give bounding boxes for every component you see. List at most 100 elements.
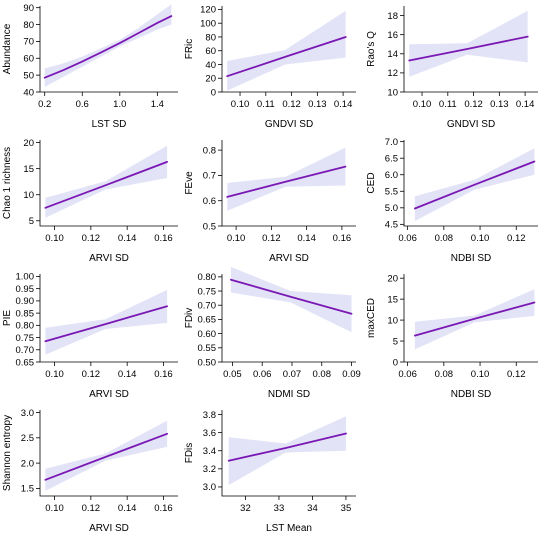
y-axis-label: PIE (2, 310, 13, 326)
y-tick-label: 20 (23, 138, 34, 149)
confidence-band (227, 147, 346, 211)
x-tick-label: 0.10 (231, 99, 250, 110)
y-tick-label: 7.0 (385, 137, 398, 148)
y-tick-label: 60 (205, 46, 216, 57)
y-tick-label: 3.0 (21, 408, 34, 419)
confidence-band (44, 4, 172, 87)
x-tick-label: 33 (274, 503, 285, 514)
x-tick-label: 0.16 (154, 369, 173, 380)
x-tick-label: 0.10 (471, 369, 490, 380)
y-tick-label: 4.5 (385, 220, 398, 231)
y-tick-label: 120 (200, 5, 216, 16)
y-tick-label: 70 (23, 37, 34, 48)
y-tick-label: 3.8 (203, 410, 216, 421)
x-axis-label: ARVI SD (89, 253, 129, 264)
y-tick-label: 80 (205, 32, 216, 43)
panel-7: 0.10 0.12 0.14 0.16 0.650.700.750.80 0.850.90… (2, 272, 178, 400)
panel-3: 0.10 0.11 0.12 0.13 0.14 10 12 14 16 18 GNDVI SD Ra… (366, 6, 538, 130)
x-tick-label: 0.16 (333, 233, 352, 244)
y-tick-label: 0 (211, 87, 216, 98)
x-tick-label: 0.12 (282, 99, 301, 110)
y-tick-label: 5.0 (385, 203, 398, 214)
panel-4: 0.10 0.12 0.14 0.16 5 10 15 20 ARVI SD Chao 1 ric… (2, 138, 178, 264)
y-tick-label: 5.5 (385, 187, 398, 198)
y-axis-label: maxCED (366, 298, 377, 338)
x-tick-label: 0.16 (154, 503, 173, 514)
y-tick-label: 0 (393, 357, 398, 368)
panel-9: 0.06 0.08 0.10 0.12 0 5 10 15 20 NDBI SD maxCED (366, 273, 538, 400)
x-tick-label: 0.12 (507, 233, 526, 244)
y-tick-label: 0.75 (16, 333, 35, 344)
x-tick-label: 0.10 (471, 233, 490, 244)
panel-8: 0.05 0.06 0.07 0.08 0.09 0.50 0.55 0.60 0.65 0.70… (184, 266, 361, 400)
y-tick-label: 0.8 (203, 145, 216, 156)
x-tick-label: 0.10 (413, 99, 432, 110)
y-tick-label: 0.7 (203, 171, 216, 182)
fit-line (226, 36, 347, 78)
x-tick-label: 0.06 (398, 369, 417, 380)
confidence-band (409, 10, 528, 77)
x-axis-label: ARVI SD (89, 523, 129, 534)
x-tick-label: 0.06 (398, 233, 417, 244)
x-tick-label: 0.07 (283, 369, 302, 380)
x-tick-label: 0.14 (118, 233, 137, 244)
y-tick-label: 0.80 (198, 272, 217, 283)
x-axis-label: ARVI SD (89, 389, 129, 400)
y-tick-label: 0.50 (198, 357, 217, 368)
y-axis-label: Shannon entropy (2, 415, 13, 491)
x-tick-label: 1.4 (151, 99, 164, 110)
fit-line (413, 301, 536, 337)
panel-1: 0.2 0.6 1.0 1.4 40 50 60 70 80 90 LST SD Abundance (2, 3, 178, 130)
panel-5: 0.10 0.12 0.14 0.16 0.5 0.6 0.7 0.8 ARVI SD FEve (184, 140, 356, 264)
x-axis-label: GNDVI SD (265, 119, 313, 130)
fit-line (226, 165, 347, 198)
x-tick-label: 0.16 (154, 233, 173, 244)
x-tick-label: 0.11 (439, 99, 457, 110)
y-tick-label: 18 (387, 11, 398, 22)
y-axis-label: FRic (184, 39, 195, 60)
y-tick-label: 80 (23, 20, 34, 31)
x-tick-label: 0.12 (82, 369, 101, 380)
fit-line (229, 278, 353, 315)
y-tick-label: 60 (23, 54, 34, 65)
confidence-band (227, 10, 346, 91)
y-tick-label: 0.60 (198, 329, 217, 340)
x-tick-label: 0.10 (45, 233, 64, 244)
axis-frame (403, 140, 538, 227)
y-tick-label: 3.0 (203, 482, 216, 493)
y-tick-label: 20 (205, 74, 216, 85)
x-tick-label: 0.12 (507, 369, 526, 380)
y-axis-label: Rao's Q (366, 31, 377, 67)
y-tick-label: 100 (200, 19, 216, 30)
y-tick-label: 20 (387, 273, 398, 284)
y-tick-label: 2.0 (21, 458, 34, 469)
y-axis-label: FDis (184, 443, 195, 464)
x-tick-label: 0.12 (464, 99, 483, 110)
fit-line (44, 305, 169, 343)
fit-line (227, 432, 347, 462)
panel-6: 0.06 0.08 0.10 0.12 4.5 5.0 5.5 6.0 6.5 7.0 NDBI S… (366, 137, 538, 264)
confidence-band (230, 266, 352, 333)
x-axis-label: NDBI SD (451, 253, 492, 264)
y-tick-label: 6.5 (385, 153, 398, 164)
y-tick-label: 15 (387, 294, 398, 305)
y-tick-label: 6.0 (385, 170, 398, 181)
y-axis-label: Abundance (2, 23, 13, 74)
y-tick-label: 0.75 (198, 286, 217, 297)
y-axis-label: FEve (184, 171, 195, 195)
y-tick-label: 1.5 (21, 484, 34, 495)
x-axis-label: ARVI SD (269, 253, 309, 264)
y-tick-label: 0.6 (203, 196, 216, 207)
x-axis-label: LST SD (92, 119, 127, 130)
y-tick-label: 0.65 (198, 315, 217, 326)
fit-line (44, 160, 169, 209)
x-tick-label: 0.10 (45, 369, 64, 380)
x-tick-label: 0.14 (516, 99, 535, 110)
y-tick-label: 0.85 (16, 308, 35, 319)
x-tick-label: 0.10 (227, 233, 246, 244)
x-tick-label: 0.6 (76, 99, 89, 110)
y-tick-label: 10 (387, 87, 398, 98)
confidence-band (45, 289, 168, 355)
y-tick-label: 0.95 (16, 284, 35, 295)
y-tick-label: 0.65 (16, 357, 35, 368)
